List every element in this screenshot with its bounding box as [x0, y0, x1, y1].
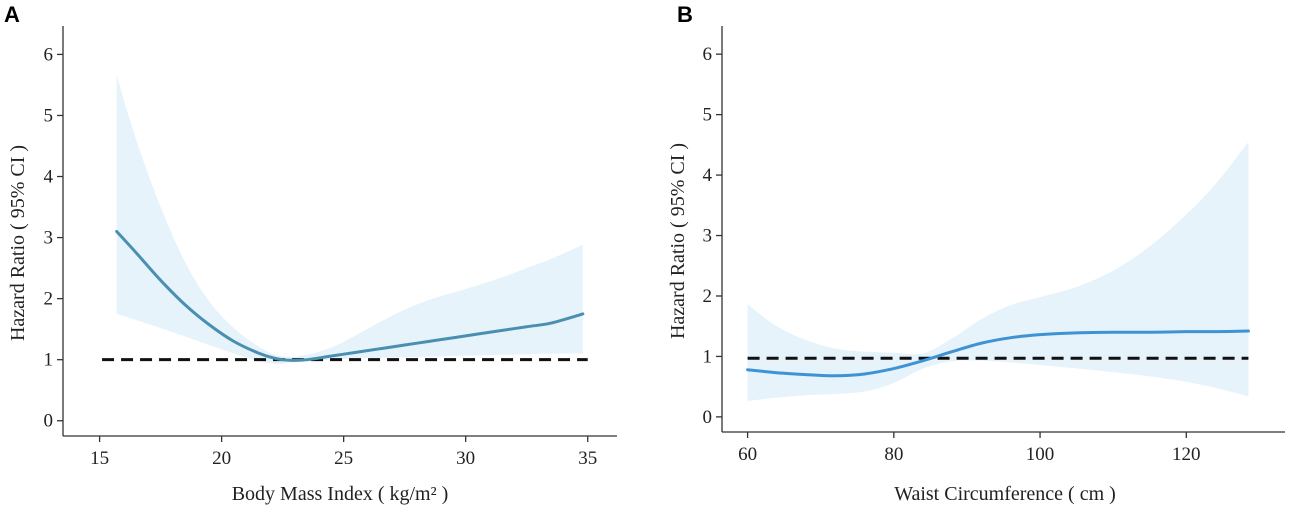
y-tick-label: 3: [44, 228, 54, 249]
x-tick-label: 30: [456, 448, 475, 469]
y-tick-label: 0: [703, 407, 713, 428]
panel-label-a: A: [4, 2, 20, 27]
x-tick-label: 35: [578, 448, 597, 469]
y-tick-label: 6: [703, 44, 713, 65]
y-axis-title: Hazard Ratio ( 95% CI ): [667, 143, 689, 339]
hazard-ratio-curve: [746, 329, 1250, 378]
y-tick-label: 4: [44, 167, 54, 188]
panel-b-waist: B 0 1 2 3 4 5 6 60 80 100 120 Hazard Ratio ( 95% C…: [667, 2, 1285, 505]
y-tick-label: 2: [703, 286, 713, 307]
y-tick-label: 4: [703, 165, 713, 186]
axes: 0 1 2 3 4 5 6 60 80 100 120: [703, 26, 1285, 465]
x-axis-title: Body Mass Index ( kg/m² ): [232, 483, 449, 505]
x-tick-label: 20: [212, 448, 231, 469]
y-tick-label: 2: [44, 289, 54, 310]
axes: 0 1 2 3 4 5 6 15 20 25 30 35: [44, 26, 617, 469]
confidence-band: [116, 75, 583, 365]
x-tick-label: 120: [1172, 444, 1201, 465]
y-tick-label: 0: [44, 411, 54, 432]
y-tick-label: 1: [703, 346, 713, 367]
x-tick-label: 60: [738, 444, 757, 465]
x-tick-label: 15: [90, 448, 109, 469]
y-tick-label: 3: [703, 226, 713, 247]
y-tick-label: 6: [44, 44, 54, 65]
x-tick-label: 80: [884, 444, 903, 465]
panel-a-bmi: A 0 1 2 3 4 5 6 15 20 25 30 35 Hazard Ratio ( 95% C…: [4, 2, 617, 505]
x-tick-label: 25: [334, 448, 353, 469]
y-tick-label: 1: [44, 350, 54, 371]
x-tick-label: 100: [1026, 444, 1055, 465]
y-tick-label: 5: [703, 105, 713, 126]
confidence-band: [747, 141, 1249, 402]
x-axis-title: Waist Circumference ( cm ): [894, 483, 1116, 505]
panel-label-b: B: [677, 2, 693, 27]
y-tick-label: 5: [44, 105, 54, 126]
y-axis-title: Hazard Ratio ( 95% CI ): [7, 145, 29, 341]
hazard-ratio-curve: [115, 229, 585, 362]
